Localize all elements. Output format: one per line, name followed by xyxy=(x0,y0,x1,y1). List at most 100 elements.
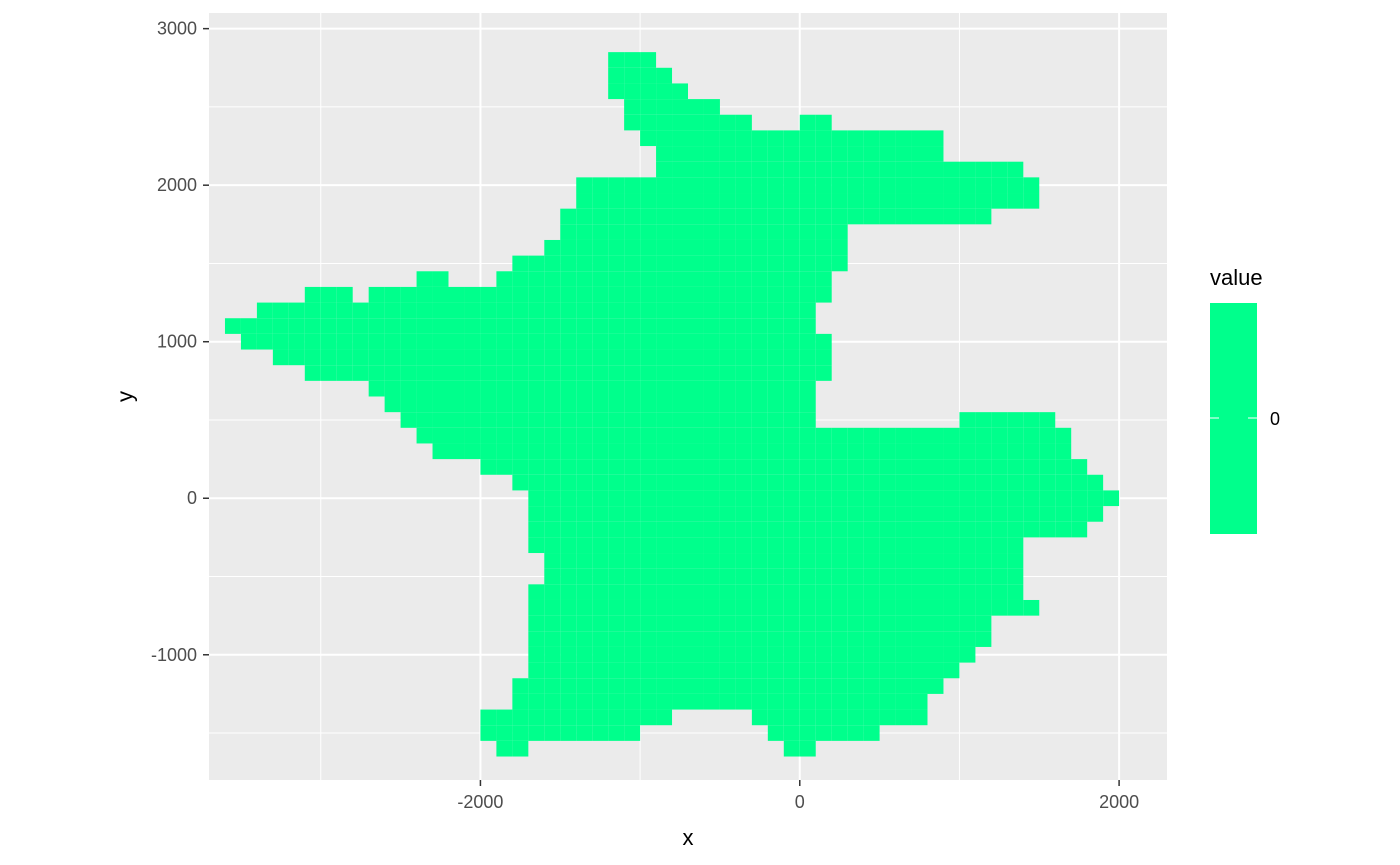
heatmap-tile xyxy=(1007,490,1024,507)
heatmap-tile xyxy=(544,474,561,491)
heatmap-tile xyxy=(512,286,529,303)
heatmap-tile xyxy=(751,396,768,413)
heatmap-tile xyxy=(336,349,353,366)
heatmap-tile xyxy=(384,365,401,381)
heatmap-tile xyxy=(1007,412,1024,428)
heatmap-tile xyxy=(863,427,880,444)
heatmap-tile xyxy=(703,271,720,287)
heatmap-tile xyxy=(640,506,657,522)
heatmap-tile xyxy=(767,302,784,319)
heatmap-tile xyxy=(656,709,673,726)
heatmap-tile xyxy=(512,255,529,272)
heatmap-tile xyxy=(895,193,912,209)
heatmap-tile xyxy=(656,599,673,616)
heatmap-tile xyxy=(608,67,625,84)
heatmap-tile xyxy=(640,67,657,84)
heatmap-tile xyxy=(799,302,816,319)
heatmap-tile xyxy=(959,521,976,538)
heatmap-tile xyxy=(751,662,768,679)
heatmap-tile xyxy=(959,646,976,663)
heatmap-tile xyxy=(975,599,992,616)
heatmap-tile xyxy=(416,396,433,413)
heatmap-tile xyxy=(688,177,704,194)
heatmap-tile xyxy=(735,380,752,397)
heatmap-tile xyxy=(672,239,688,256)
heatmap-tile xyxy=(815,427,832,444)
heatmap-tile xyxy=(320,318,337,334)
heatmap-tile xyxy=(895,693,912,710)
heatmap-tile xyxy=(528,506,545,522)
heatmap-tile xyxy=(815,631,832,647)
heatmap-tile xyxy=(368,365,385,381)
heatmap-tile xyxy=(863,506,880,522)
heatmap-tile xyxy=(1087,506,1104,522)
heatmap-tile xyxy=(640,474,657,491)
heatmap-tile xyxy=(528,474,545,491)
heatmap-tile xyxy=(911,553,928,569)
heatmap-tile xyxy=(592,615,609,632)
heatmap-tile xyxy=(560,459,577,475)
heatmap-tile xyxy=(560,631,577,647)
heatmap-tile xyxy=(608,380,625,397)
heatmap-tile xyxy=(320,365,337,381)
heatmap-tile xyxy=(1071,459,1088,475)
heatmap-tile xyxy=(815,271,832,287)
heatmap-tile xyxy=(560,365,577,381)
heatmap-tile xyxy=(624,553,641,569)
heatmap-tile xyxy=(656,693,673,710)
heatmap-tile xyxy=(767,584,784,600)
heatmap-tile xyxy=(991,161,1008,178)
heatmap-tile xyxy=(783,584,800,600)
heatmap-tile xyxy=(672,459,688,475)
heatmap-tile xyxy=(368,380,385,397)
x-tick-label: -2000 xyxy=(457,792,503,812)
heatmap-tile xyxy=(480,318,497,334)
heatmap-tile xyxy=(863,599,880,616)
heatmap-tile xyxy=(703,412,720,428)
heatmap-tile xyxy=(496,380,513,397)
heatmap-tile xyxy=(719,474,736,491)
heatmap-tile xyxy=(719,255,736,272)
heatmap-tile xyxy=(719,412,736,428)
heatmap-tile xyxy=(719,239,736,256)
heatmap-tile xyxy=(927,474,944,491)
heatmap-tile xyxy=(719,678,736,694)
heatmap-tile xyxy=(911,568,928,585)
heatmap-tile xyxy=(751,349,768,366)
heatmap-tile xyxy=(608,412,625,428)
heatmap-tile xyxy=(576,646,593,663)
heatmap-tile xyxy=(688,537,704,554)
heatmap-tile xyxy=(943,584,960,600)
heatmap-tile xyxy=(847,537,864,554)
heatmap-tile xyxy=(863,631,880,647)
heatmap-tile xyxy=(560,271,577,287)
heatmap-tile xyxy=(576,427,593,444)
heatmap-tile xyxy=(767,709,784,726)
x-tick-label: 2000 xyxy=(1099,792,1139,812)
heatmap-tile xyxy=(672,412,688,428)
heatmap-tile xyxy=(703,693,720,710)
heatmap-tile xyxy=(624,239,641,256)
heatmap-tile xyxy=(544,646,561,663)
heatmap-tile xyxy=(624,459,641,475)
heatmap-tile xyxy=(528,396,545,413)
heatmap-tile xyxy=(991,193,1008,209)
heatmap-tile xyxy=(847,709,864,726)
heatmap-tile xyxy=(767,678,784,694)
heatmap-tile xyxy=(911,646,928,663)
heatmap-tile xyxy=(703,615,720,632)
heatmap-tile xyxy=(879,130,896,147)
heatmap-tile xyxy=(863,459,880,475)
heatmap-tile xyxy=(943,662,960,679)
heatmap-tile xyxy=(719,380,736,397)
heatmap-tile xyxy=(751,443,768,460)
heatmap-tile xyxy=(624,584,641,600)
heatmap-tile xyxy=(624,646,641,663)
heatmap-tile xyxy=(272,349,289,366)
heatmap-tile xyxy=(496,318,513,334)
heatmap-tile xyxy=(1007,553,1024,569)
heatmap-tile xyxy=(831,427,848,444)
heatmap-tile xyxy=(1055,459,1072,475)
heatmap-tile xyxy=(688,349,704,366)
